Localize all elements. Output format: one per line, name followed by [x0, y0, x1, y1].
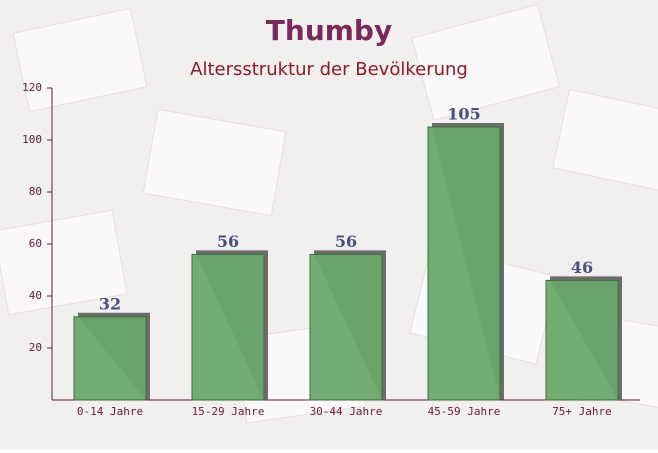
chart-subtitle: Altersstruktur der Bevölkerung — [190, 59, 468, 80]
chart-title: Thumby — [266, 14, 392, 47]
value-label: 46 — [571, 258, 593, 277]
x-tick-label: 0-14 Jahre — [77, 405, 143, 418]
y-tick-label: 60 — [29, 237, 42, 250]
value-label: 105 — [447, 105, 480, 124]
x-tick-label: 30-44 Jahre — [310, 405, 383, 418]
bar — [309, 253, 383, 401]
bar — [427, 126, 501, 401]
bar — [73, 316, 147, 401]
x-tick-label: 45-59 Jahre — [428, 405, 501, 418]
bar — [191, 253, 265, 401]
y-tick-label: 80 — [29, 185, 42, 198]
y-tick-label: 20 — [29, 341, 42, 354]
bar — [545, 279, 619, 401]
value-label: 32 — [99, 294, 121, 313]
y-tick-label: 40 — [29, 289, 42, 302]
x-tick-label: 75+ Jahre — [552, 405, 612, 418]
x-tick-label: 15-29 Jahre — [192, 405, 265, 418]
y-tick-label: 120 — [22, 81, 42, 94]
value-label: 56 — [335, 232, 357, 251]
y-tick-label: 100 — [22, 133, 42, 146]
value-label: 56 — [217, 232, 239, 251]
